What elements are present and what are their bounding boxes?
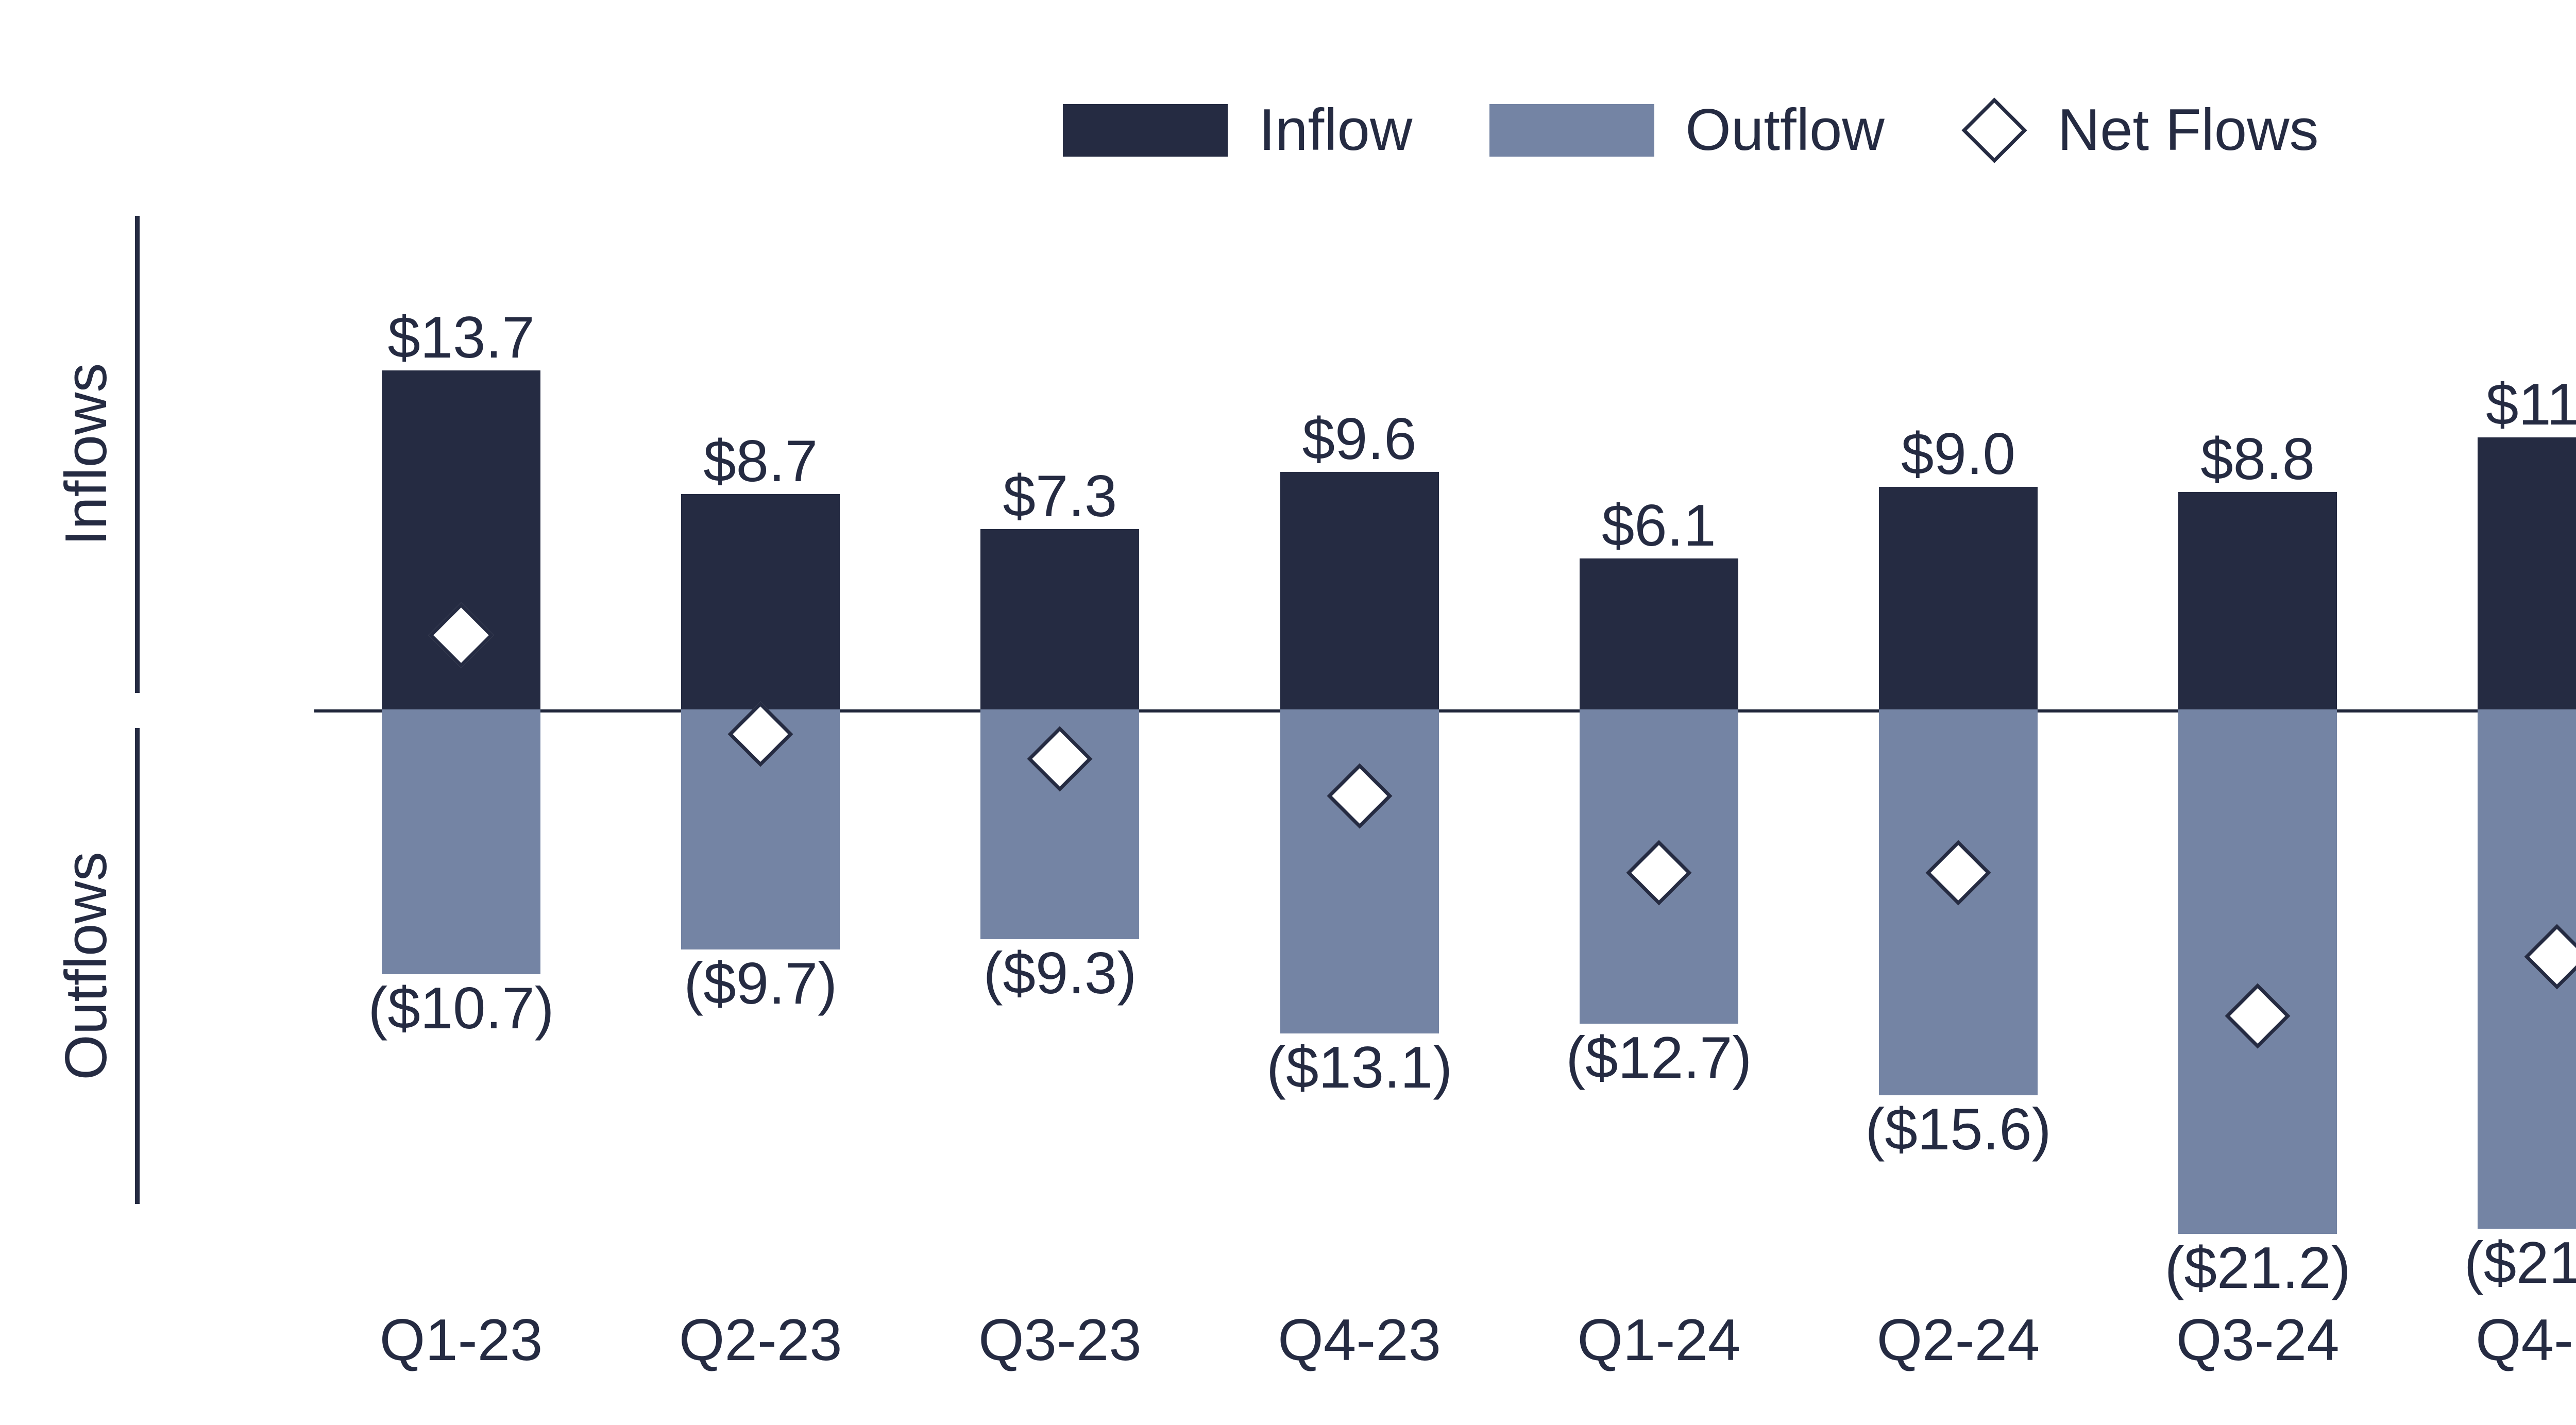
outflow-bar	[382, 709, 540, 974]
inflow-value-label: $6.1	[1601, 493, 1716, 558]
outflow-value-label: ($21.0)	[2464, 1230, 2576, 1296]
inflow-value-label: $11.0	[2485, 372, 2576, 437]
legend-item-inflow: Inflow	[1063, 101, 1412, 160]
outflow-swatch-icon	[1489, 104, 1655, 157]
outflow-value-label: ($21.2)	[2164, 1235, 2351, 1301]
inflow-bar	[2478, 437, 2576, 709]
x-axis-category-label: Q4-24	[2475, 1308, 2576, 1373]
legend-item-outflow: Outflow	[1489, 97, 1885, 163]
inflow-bar	[2178, 492, 2337, 709]
y-axis-label-inflows: Inflows	[54, 363, 119, 546]
legend-inflow-label: Inflow	[1259, 97, 1413, 163]
x-axis-category-label: Q2-23	[679, 1308, 842, 1373]
legend: Inflow Outflow Net Flows	[0, 97, 2576, 163]
x-axis-category-label: Q3-23	[978, 1308, 1142, 1373]
x-axis-category-label: Q4-23	[1278, 1308, 1442, 1373]
inflow-value-label: $8.8	[2200, 427, 2315, 492]
outflow-value-label: ($9.3)	[983, 941, 1137, 1006]
inflow-swatch-icon	[1063, 104, 1228, 157]
x-axis-category-label: Q1-23	[379, 1308, 543, 1373]
legend-net-flows-label: Net Flows	[2057, 97, 2319, 163]
outflow-value-label: ($12.7)	[1566, 1025, 1752, 1091]
x-axis-category-label: Q3-24	[2176, 1308, 2340, 1373]
inflow-value-label: $7.3	[1003, 464, 1117, 529]
inflow-bar	[681, 494, 840, 709]
outflows-axis-line	[135, 728, 140, 1204]
inflow-bar	[980, 529, 1140, 709]
diamond-icon	[1961, 97, 2027, 163]
inflow-value-label: $13.7	[387, 305, 535, 370]
legend-outflow-label: Outflow	[1685, 97, 1885, 163]
outflow-value-label: ($10.7)	[368, 976, 554, 1041]
outflow-bar	[1280, 709, 1439, 1033]
inflows-axis-line	[135, 216, 140, 693]
outflow-value-label: ($13.1)	[1266, 1035, 1453, 1100]
inflow-value-label: $8.7	[703, 429, 818, 494]
inflow-bar	[1579, 558, 1738, 709]
x-axis-category-label: Q1-24	[1577, 1308, 1741, 1373]
outflow-value-label: ($15.6)	[1865, 1097, 2052, 1162]
zero-baseline	[314, 709, 2576, 712]
x-axis-category-label: Q2-24	[1876, 1308, 2040, 1373]
inflow-value-label: $9.6	[1302, 406, 1417, 472]
inflow-bar	[1280, 472, 1439, 709]
outflow-bar	[2178, 709, 2337, 1234]
y-axis-label-outflows: Outflows	[54, 852, 119, 1080]
outflow-value-label: ($9.7)	[684, 951, 838, 1016]
inflow-bar	[1879, 487, 2038, 709]
inflow-value-label: $9.0	[1901, 421, 2015, 487]
legend-item-net-flows: Net Flows	[1961, 97, 2319, 163]
